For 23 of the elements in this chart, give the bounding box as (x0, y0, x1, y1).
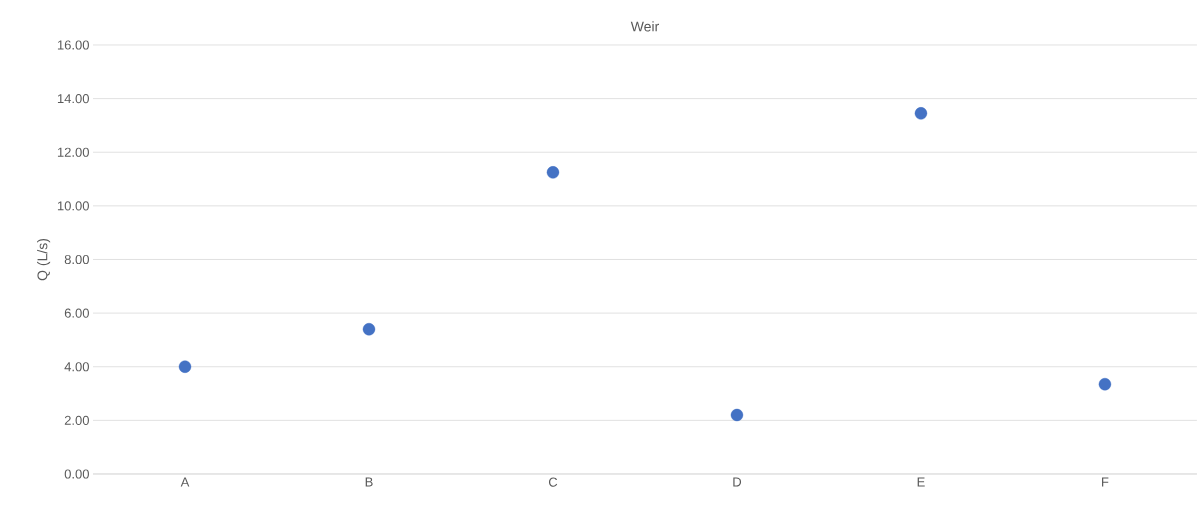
x-tick-label: A (180, 477, 190, 487)
x-tick-label: D (733, 477, 742, 487)
chart-title: Weir (630, 21, 660, 32)
y-axis-title: Q (L/s) (37, 238, 51, 281)
point (730, 408, 744, 422)
y-tick-label: 4.00 (64, 362, 89, 372)
y-tick-label: 8.00 (64, 254, 89, 265)
y-tick-label: 0.00 (64, 469, 89, 479)
y-tick-label: 16.00 (57, 40, 89, 50)
y-tick-label: 14.00 (57, 94, 89, 104)
point (362, 323, 376, 336)
x-tick-label: B (365, 477, 373, 487)
y-tick-label: 6.00 (64, 308, 89, 318)
x-tick-label: C (548, 477, 558, 487)
point (178, 360, 192, 373)
x-tick-label: F (1102, 477, 1109, 487)
x-tick-label: E (917, 477, 925, 487)
point (1098, 377, 1112, 391)
y-tick-label: 2.00 (64, 415, 89, 425)
point (546, 166, 560, 179)
y-tick-label: 10.00 (57, 201, 89, 211)
point (914, 107, 928, 120)
y-tick-label: 12.00 (57, 147, 89, 157)
